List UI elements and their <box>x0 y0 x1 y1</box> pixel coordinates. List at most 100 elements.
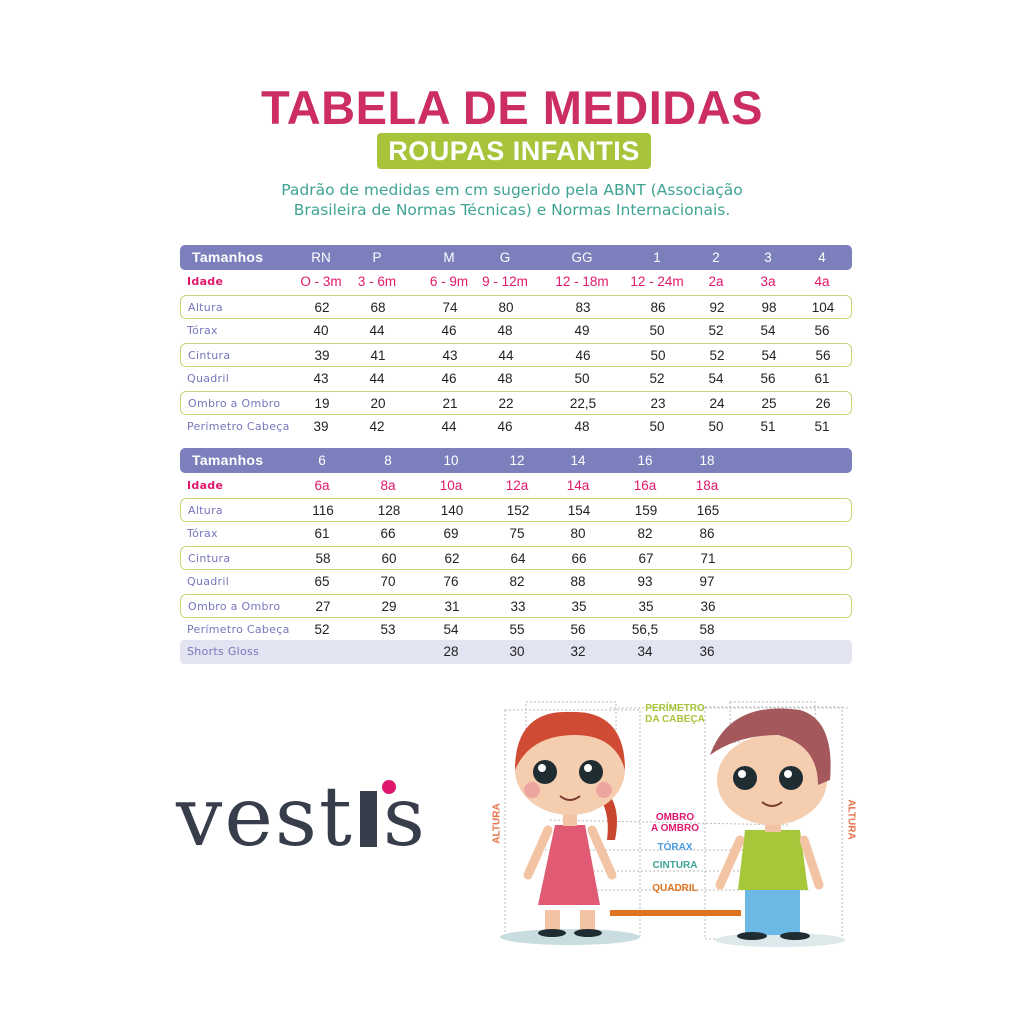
table-cell: 22,5 <box>569 396 597 411</box>
table-row: Altura 116 128 140 152 154 159 165 <box>180 498 852 522</box>
table-cell: 83 <box>575 300 591 315</box>
table-cell: 43 <box>313 371 329 386</box>
table-cell: 41 <box>370 348 386 363</box>
table-cell: 36 <box>699 644 715 659</box>
label-ombro: OMBRO A OMBRO <box>630 812 720 834</box>
table-cell: 4 <box>818 250 826 265</box>
table-cell: 140 <box>440 503 464 518</box>
row-label: Altura <box>188 301 223 314</box>
perimetro-line1: PERÍMETRO <box>645 703 705 714</box>
table-header-row: Tamanhos RN P M G GG 1 2 3 4 <box>180 245 852 270</box>
children-figures <box>500 701 850 947</box>
table-cell: 3 <box>764 250 772 265</box>
row-label: Quadril <box>187 575 230 588</box>
table-cell: 80 <box>498 300 514 315</box>
table-cell: 50 <box>708 419 724 434</box>
page-title: TABELA DE MEDIDAS <box>261 81 763 134</box>
table-cell: 54 <box>443 622 459 637</box>
table-cell: 66 <box>571 551 587 566</box>
table-cell: 12 - 24m <box>630 274 684 289</box>
table-cell: 33 <box>510 599 526 614</box>
table-cell: RN <box>311 250 331 265</box>
table-cell: 52 <box>708 323 724 338</box>
table-cell: 80 <box>570 526 586 541</box>
table-cell: 19 <box>314 396 330 411</box>
table-cell: 10 <box>443 453 459 468</box>
table-cell: 52 <box>649 371 665 386</box>
table-row: Tórax 61 66 69 75 80 82 86 <box>180 522 852 546</box>
table-cell: 2a <box>708 274 724 289</box>
table-cell: 39 <box>313 419 329 434</box>
ombro-line1: OMBRO <box>655 812 695 823</box>
table-cell: 25 <box>761 396 777 411</box>
table-cell: 71 <box>700 551 716 566</box>
table-cell: 159 <box>634 503 658 518</box>
table-cell: 28 <box>443 644 459 659</box>
table-cell: P <box>372 250 382 265</box>
table-cell: 6a <box>314 478 330 493</box>
table-cell: 88 <box>570 574 586 589</box>
table-row: Idade O - 3m 3 - 6m 6 - 9m 9 - 12m 12 - 18m 12… <box>180 270 852 294</box>
table-cell: 36 <box>700 599 716 614</box>
ombro-line2: A OMBRO <box>651 823 699 834</box>
table-cell: 76 <box>443 574 459 589</box>
table-cell: 46 <box>497 419 513 434</box>
table-cell: 104 <box>811 300 835 315</box>
table-cell: 50 <box>649 323 665 338</box>
table-cell: 31 <box>444 599 460 614</box>
table-cell: 61 <box>814 371 830 386</box>
table-cell: 54 <box>761 348 777 363</box>
table-cell: 70 <box>380 574 396 589</box>
table-cell: 40 <box>313 323 329 338</box>
table-cell: 152 <box>506 503 530 518</box>
subtitle-badge: ROUPAS INFANTIS <box>377 133 651 169</box>
row-label: Perímetro Cabeça <box>187 420 290 433</box>
row-label: Ombro a Ombro <box>188 600 281 613</box>
table-cell: 69 <box>443 526 459 541</box>
table-cell: 54 <box>708 371 724 386</box>
table-cell: 27 <box>315 599 331 614</box>
table-cell: 18 <box>699 453 715 468</box>
table-cell: M <box>443 250 455 265</box>
table-cell: 51 <box>760 419 776 434</box>
table-cell: 16a <box>633 478 657 493</box>
table-cell: 128 <box>377 503 401 518</box>
table-cell: GG <box>571 250 593 265</box>
table-cell: 62 <box>444 551 460 566</box>
table-row: Altura 62 68 74 80 83 86 92 98 104 <box>180 295 852 319</box>
table-cell: 48 <box>497 323 513 338</box>
table-cell: 8 <box>384 453 392 468</box>
table-cell: 44 <box>498 348 514 363</box>
row-label: Tamanhos <box>192 452 264 468</box>
table-cell: 6 <box>318 453 326 468</box>
table-cell: 16 <box>637 453 653 468</box>
table-cell: 2 <box>712 250 720 265</box>
row-label: Altura <box>188 504 223 517</box>
row-label: Cintura <box>188 552 231 565</box>
table-cell: 165 <box>696 503 720 518</box>
table-cell: 86 <box>699 526 715 541</box>
table-cell: 6 - 9m <box>429 274 469 289</box>
row-label: Perímetro Cabeça <box>187 623 290 636</box>
table-cell: 56 <box>760 371 776 386</box>
table-row: Idade 6a 8a 10a 12a 14a 16a 18a <box>180 474 852 498</box>
table-cell: 62 <box>314 300 330 315</box>
label-cintura: CINTURA <box>652 860 698 871</box>
table-row: Quadril 65 70 76 82 88 93 97 <box>180 570 852 594</box>
table-cell: 97 <box>699 574 715 589</box>
table-cell: 49 <box>574 323 590 338</box>
table-cell: 60 <box>381 551 397 566</box>
table-cell: 4a <box>814 274 830 289</box>
table-cell: 24 <box>709 396 725 411</box>
table-cell: 46 <box>441 323 457 338</box>
description: Padrão de medidas em cm sugerido pela AB… <box>0 180 1024 220</box>
table-cell: 86 <box>650 300 666 315</box>
table-cell: 64 <box>510 551 526 566</box>
table-cell: 58 <box>699 622 715 637</box>
table-cell: 74 <box>442 300 458 315</box>
table-cell: 56,5 <box>631 622 659 637</box>
row-label: Cintura <box>188 349 231 362</box>
table-cell: 39 <box>314 348 330 363</box>
label-torax: TÓRAX <box>657 842 693 853</box>
table-cell: 75 <box>509 526 525 541</box>
